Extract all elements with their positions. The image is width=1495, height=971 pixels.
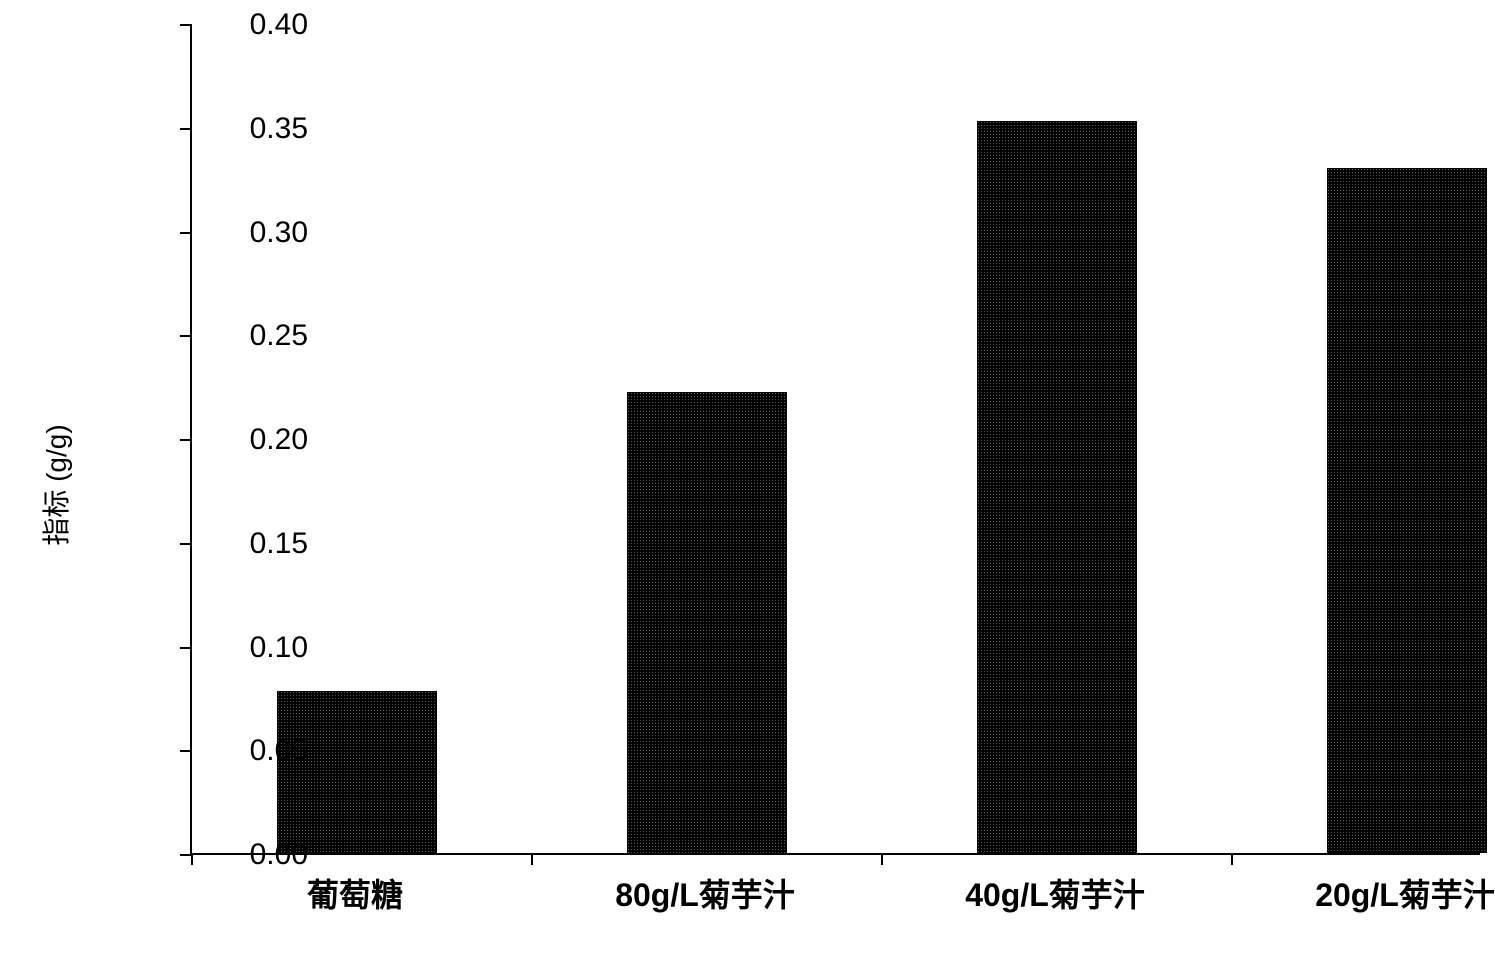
- y-tick: [180, 335, 192, 337]
- y-tick-label: 0.35: [250, 112, 308, 146]
- bar: [977, 121, 1137, 853]
- x-tick: [531, 853, 533, 865]
- plot-area: [190, 25, 1480, 855]
- y-tick-label: 0.40: [250, 8, 308, 42]
- x-tick-label: 40g/L菊芋汁: [965, 870, 1145, 916]
- y-tick-label: 0.25: [250, 319, 308, 353]
- y-tick-label: 0.20: [250, 423, 308, 457]
- y-tick: [180, 24, 192, 26]
- x-tick: [1231, 853, 1233, 865]
- x-tick: [881, 853, 883, 865]
- y-tick: [180, 647, 192, 649]
- bar: [1327, 168, 1487, 853]
- bar: [277, 691, 437, 853]
- y-tick: [180, 439, 192, 441]
- y-tick-label: 0.30: [250, 216, 308, 250]
- y-tick-label: 0.10: [250, 631, 308, 665]
- y-tick-label: 0.05: [250, 734, 308, 768]
- y-tick: [180, 232, 192, 234]
- x-tick-label: 20g/L菊芋汁: [1315, 870, 1495, 916]
- y-tick-label: 0.15: [250, 527, 308, 561]
- x-tick-label: 葡萄糖: [307, 870, 403, 916]
- y-axis-label: 指标 (g/g): [35, 424, 75, 545]
- y-tick-label: 0.00: [250, 838, 308, 872]
- y-tick: [180, 128, 192, 130]
- x-tick-label: 80g/L菊芋汁: [615, 870, 795, 916]
- y-tick: [180, 750, 192, 752]
- chart-container: 指标 (g/g) 0.000.050.100.150.200.250.300.3…: [60, 10, 1480, 960]
- bar: [627, 392, 787, 853]
- y-tick: [180, 543, 192, 545]
- x-tick: [191, 853, 193, 865]
